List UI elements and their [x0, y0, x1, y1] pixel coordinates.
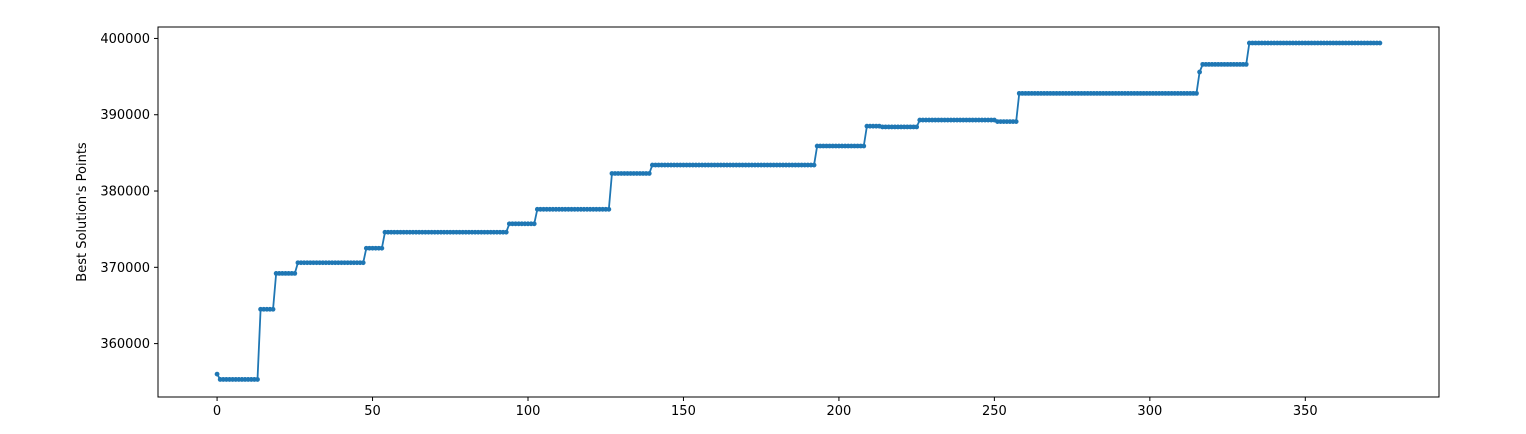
data-point: [1197, 69, 1202, 75]
plot-area: [214, 40, 1383, 382]
data-point: [1377, 40, 1383, 46]
data-point: [360, 260, 366, 266]
data-point: [1013, 119, 1019, 124]
data-point: [292, 271, 298, 276]
data-point: [214, 371, 220, 377]
x-axis: 0 50 100 150 200 250 300 350: [213, 397, 1318, 419]
data-point: [914, 124, 920, 130]
data-point: [861, 143, 867, 149]
data-point: [270, 306, 276, 312]
x-tick-label: 200: [827, 404, 852, 419]
y-tick-label: 390000: [100, 108, 150, 123]
data-point: [1243, 61, 1249, 67]
data-point: [531, 221, 537, 227]
data-point: [646, 171, 652, 176]
y-tick-label: 400000: [100, 32, 150, 47]
axes-frame: [157, 26, 1440, 398]
data-point: [379, 245, 385, 251]
y-tick-label: 380000: [100, 185, 150, 200]
x-tick-label: 50: [364, 404, 381, 419]
x-tick-label: 350: [1293, 404, 1318, 419]
x-tick-label: 150: [671, 404, 696, 419]
data-point: [811, 162, 817, 168]
x-tick-label: 300: [1137, 404, 1162, 419]
data-point: [606, 206, 612, 212]
data-point: [255, 377, 260, 382]
x-tick-label: 100: [516, 404, 541, 419]
data-point: [503, 229, 509, 235]
y-axis-label: Best Solution's Points: [75, 142, 90, 282]
y-tick-label: 370000: [100, 261, 150, 276]
x-tick-label: 0: [213, 404, 221, 419]
x-tick-label: 250: [982, 404, 1007, 419]
y-axis: 360000 370000 380000 390000 400000: [100, 32, 158, 352]
data-point: [1194, 90, 1199, 96]
y-tick-label: 360000: [100, 337, 150, 352]
